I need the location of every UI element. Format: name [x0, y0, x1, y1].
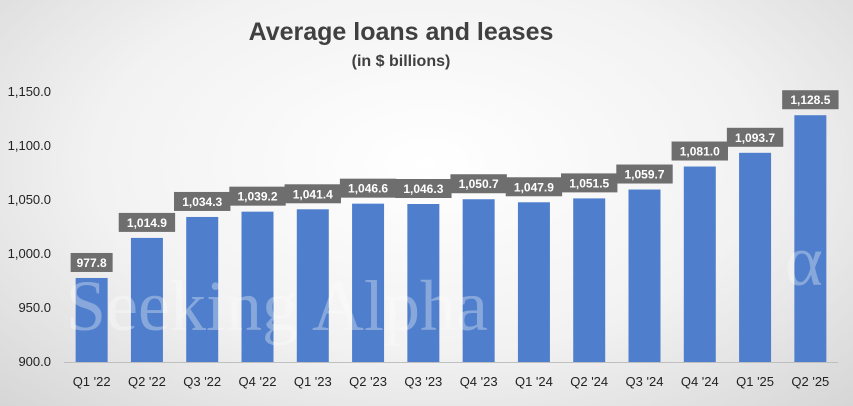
y-tick-label: 1,000.0: [8, 246, 51, 261]
x-tick-label: Q1 '25: [736, 374, 774, 389]
x-tick-label: Q1 '23: [294, 374, 332, 389]
bar: [296, 209, 329, 362]
data-label: 1,081.0: [680, 145, 720, 159]
data-label-box: [616, 164, 673, 184]
data-label-box: [118, 212, 176, 232]
bar: [517, 202, 550, 362]
data-label: 1,050.7: [459, 177, 499, 191]
chart-subtitle: (in $ billions): [352, 53, 451, 70]
bar: [794, 115, 827, 362]
watermark-alpha-logo: α: [785, 221, 823, 301]
x-tick-label: Q2 '22: [128, 374, 166, 389]
x-tick-label: Q2 '23: [349, 374, 387, 389]
x-tick-label: Q4 '22: [239, 374, 277, 389]
data-label: 1,093.7: [735, 131, 775, 145]
y-tick-label: 1,150.0: [8, 84, 51, 99]
bar: [186, 216, 219, 362]
bar: [739, 152, 772, 362]
data-label: 1,046.3: [403, 182, 443, 196]
data-label: 1,051.5: [569, 176, 609, 190]
bar: [130, 237, 163, 362]
x-tick-label: Q1 '24: [515, 374, 553, 389]
data-label-box: [782, 90, 839, 110]
x-tick-label: Q4 '24: [681, 374, 719, 389]
y-tick-label: 1,050.0: [8, 192, 51, 207]
data-label: 1,047.9: [514, 180, 554, 194]
bar: [573, 198, 606, 362]
data-label: 1,059.7: [624, 168, 664, 182]
x-tick-label: Q3 '22: [183, 374, 221, 389]
x-tick-label: Q2 '25: [791, 374, 829, 389]
bar: [75, 277, 108, 362]
data-label: 1,128.5: [790, 93, 830, 107]
data-label-box: [229, 186, 286, 206]
x-axis: Q1 '22 Q2 '22 Q3 '22 Q4 '22 Q1 '23 Q2 '23 Q3 '…: [64, 362, 838, 389]
data-label: 1,046.6: [348, 182, 388, 196]
data-label-box: [726, 127, 784, 147]
y-tick-label: 900.0: [18, 354, 51, 369]
x-tick-label: Q4 '23: [460, 374, 498, 389]
data-label-box: [70, 252, 113, 272]
data-label-box: [505, 177, 563, 197]
data-label-box: [395, 178, 452, 198]
bar: [683, 166, 716, 362]
x-tick-label: Q3 '23: [404, 374, 442, 389]
data-label-box: [174, 191, 231, 211]
data-label: 1,014.9: [127, 216, 167, 230]
y-axis: 900.0 950.0 1,000.0 1,050.0 1,100.0 1,150.0: [8, 84, 51, 369]
data-labels: 977.8 1,014.9 1,034.3 1,039.2 1,041.4 1,046.6…: [70, 90, 839, 272]
bar: [352, 203, 385, 362]
data-label-box: [561, 173, 618, 193]
data-label-box: [450, 174, 507, 194]
bars: [75, 115, 827, 362]
bar: [407, 203, 440, 362]
watermark: Seeking Alpha: [66, 266, 488, 346]
bar: [628, 189, 661, 362]
x-tick-label: Q1 '22: [73, 374, 111, 389]
x-tick-label: Q3 '24: [626, 374, 664, 389]
data-label: 1,039.2: [237, 190, 277, 204]
data-label-box: [284, 184, 341, 204]
x-tick-label: Q2 '24: [570, 374, 608, 389]
data-label: 1,034.3: [182, 195, 222, 209]
data-label: 977.8: [77, 256, 107, 270]
data-label-box: [671, 141, 728, 161]
data-label: 1,041.4: [293, 187, 333, 201]
bar: [462, 199, 495, 362]
data-label-box: [339, 178, 397, 198]
y-tick-label: 950.0: [18, 300, 51, 315]
chart-title: Average loans and leases: [249, 18, 554, 46]
y-tick-label: 1,100.0: [8, 138, 51, 153]
bar: [241, 211, 274, 362]
